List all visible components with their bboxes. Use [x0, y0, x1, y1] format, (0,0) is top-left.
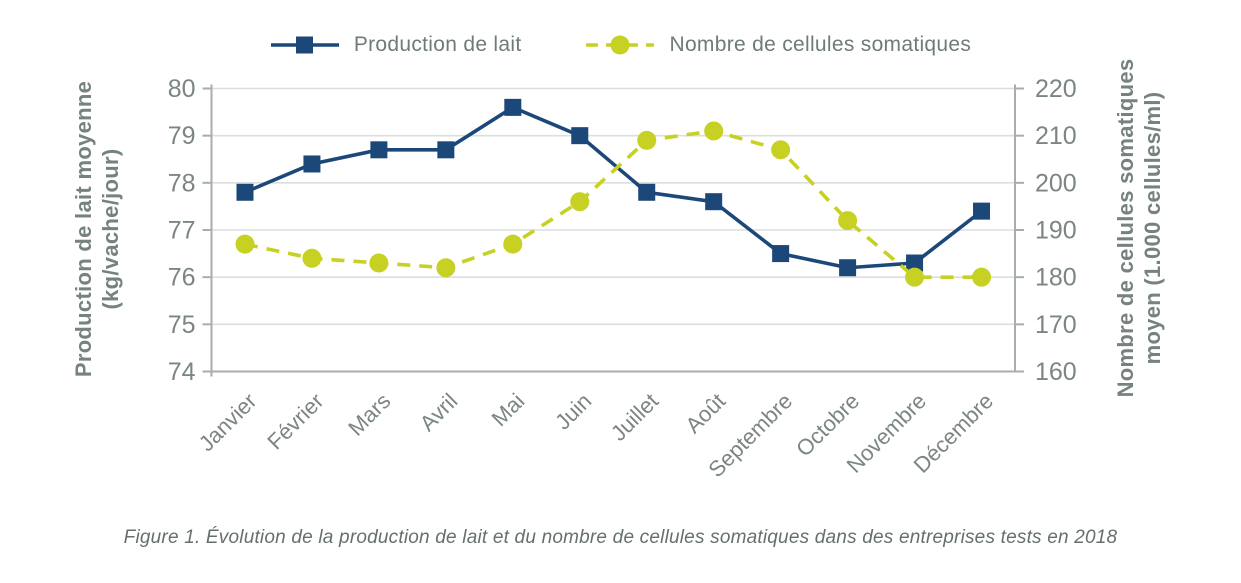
data-point-circle-marker	[972, 267, 992, 287]
right-axis-tick-label: 170	[1035, 311, 1077, 339]
data-point-circle-marker	[302, 248, 322, 268]
legend-square-marker-icon	[295, 36, 313, 54]
somatic-cells-legend-marker	[586, 35, 655, 55]
data-point-circle-marker	[369, 253, 389, 273]
legend-item-milk-production: Production de lait	[270, 33, 522, 57]
x-axis-month-label: Mai	[487, 388, 530, 431]
right-axis-tick-label: 200	[1035, 169, 1077, 197]
data-point-circle-marker	[436, 258, 456, 278]
x-axis-month-label: Février	[262, 388, 328, 454]
left-axis-tick-label: 75	[168, 311, 196, 339]
left-axis-tick-label: 79	[168, 122, 196, 150]
data-point-circle-marker	[838, 211, 858, 231]
data-point-circle-marker	[570, 192, 590, 212]
left-axis-tick-label: 78	[168, 169, 196, 197]
legend-label-milk-production: Production de lait	[353, 33, 522, 56]
data-point-square-marker	[370, 141, 388, 159]
x-axis-month-label: Mars	[343, 388, 395, 440]
legend-item-somatic-cells: Nombre de cellules somatiques	[585, 33, 971, 57]
left-axis-tick-label: 80	[168, 75, 196, 103]
right-axis-tick-label: 180	[1035, 264, 1077, 292]
data-point-square-marker	[638, 183, 656, 201]
series-line-somatic-cells	[244, 129, 982, 279]
data-point-circle-marker	[905, 267, 925, 287]
data-point-square-marker	[236, 183, 254, 201]
x-axis-month-label: Août	[681, 388, 731, 438]
data-point-square-marker	[839, 259, 857, 277]
left-axis-tick-label: 77	[168, 217, 196, 245]
x-axis-month-label: Janvier	[194, 388, 262, 456]
data-point-circle-marker	[637, 130, 657, 150]
data-point-square-marker	[906, 254, 924, 272]
data-point-circle-marker	[503, 234, 523, 254]
right-axis-tick-label: 160	[1035, 358, 1077, 386]
left-axis-tick-label: 74	[168, 358, 196, 386]
x-axis-month-label: Juin	[550, 388, 596, 434]
right-axis-tick-label: 190	[1035, 217, 1077, 245]
chart-legend: Production de lait Nombre de cellules so…	[0, 33, 1241, 57]
right-axis-tick-label: 220	[1035, 75, 1077, 103]
chart-plot-area: 74 75 76 77 78 79 80 160 170 180 190 200 210 220 Janvi…	[168, 75, 1077, 482]
data-point-circle-marker	[704, 121, 724, 141]
right-axis-tick-label: 210	[1035, 122, 1077, 150]
legend-label-somatic-cells: Nombre de cellules somatiques	[669, 33, 972, 56]
data-point-square-marker	[772, 245, 790, 263]
data-point-square-marker	[504, 98, 522, 116]
figure-caption: Figure 1. Évolution de la production de …	[123, 527, 1118, 548]
data-point-square-marker	[705, 193, 723, 211]
data-point-circle-marker	[235, 234, 255, 254]
x-axis-month-label: Juillet	[606, 388, 663, 445]
data-point-square-marker	[571, 127, 589, 145]
left-axis-tick-label: 76	[168, 264, 196, 292]
data-point-square-marker	[437, 141, 455, 159]
data-point-square-marker	[973, 202, 991, 220]
series-line-milk-production	[244, 105, 983, 270]
legend-circle-marker-icon	[610, 35, 630, 55]
data-point-square-marker	[303, 155, 321, 173]
milk-production-legend-marker	[270, 36, 339, 54]
x-axis-month-label: Avril	[415, 388, 463, 436]
data-point-circle-marker	[771, 140, 791, 160]
